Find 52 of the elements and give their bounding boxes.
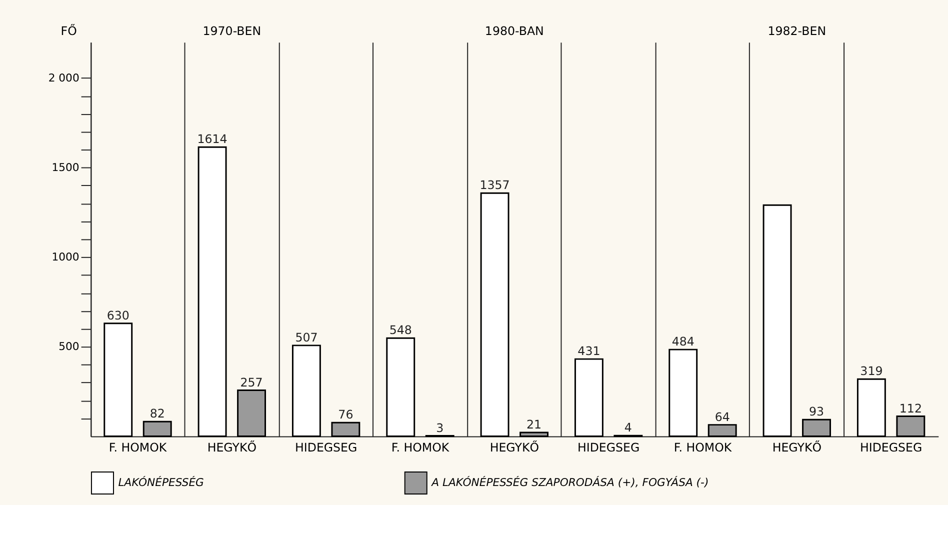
y-tick-label: 1000 [52, 250, 80, 264]
bar [142, 420, 172, 438]
data-label: 1357 [480, 178, 510, 192]
text: 1970-BEN [202, 24, 262, 38]
data-label: 3 [436, 420, 444, 435]
bar [386, 337, 416, 438]
bar [668, 348, 698, 438]
bar [896, 415, 926, 438]
text: 1980-BAN [484, 24, 544, 38]
data-label: 548 [389, 323, 412, 338]
data-label: 64 [714, 410, 730, 424]
x-tick-label: HIDEGSEG [577, 440, 640, 455]
data-label: 630 [106, 308, 130, 322]
bar [237, 390, 266, 438]
x-tick-label: HEGYKŐ [490, 440, 539, 455]
data-label: 82 [150, 406, 165, 421]
y-tick-label: 2 000 [48, 71, 80, 84]
x-tick-label: F. HOMOK [391, 440, 450, 455]
data-label: 76 [338, 408, 354, 422]
y-tick-label: 500 [58, 340, 80, 354]
bar [802, 418, 831, 438]
x-tick-label: HEGYKŐ [772, 440, 822, 455]
y-tick-label: 1500 [52, 160, 80, 174]
data-label: 431 [578, 344, 600, 358]
data-label: 112 [899, 401, 922, 416]
x-tick-label: F. HOMOK [108, 440, 167, 455]
data-label: 484 [672, 334, 694, 349]
y-axis-title: FŐ [60, 24, 77, 38]
bar [198, 146, 227, 438]
bar [104, 322, 133, 438]
text: 1982-BEN [768, 24, 826, 38]
bar [520, 432, 548, 438]
x-tick-label: HEGYKŐ [207, 440, 256, 455]
data-label: 21 [526, 418, 542, 432]
data-label: 1614 [197, 132, 228, 146]
bar [574, 358, 604, 438]
data-label: 507 [295, 330, 318, 345]
legend-label: LAKÓNÉPESSÉG [118, 474, 204, 489]
bar [480, 192, 510, 438]
data-label: 257 [240, 375, 263, 390]
bar [708, 424, 737, 438]
bar [856, 378, 886, 438]
legend-label: A LAKÓNÉPESSÉG SZAPORODÁSA (+), FOGYÁSA (-) [430, 474, 709, 489]
bar [331, 422, 360, 438]
x-tick-label: HIDEGSEG [860, 440, 922, 455]
data-label: 4 [624, 420, 632, 435]
data-label: 93 [809, 404, 824, 419]
bar [762, 204, 792, 438]
x-tick-label: F. HOMOK [674, 440, 732, 455]
data-label: 319 [860, 364, 883, 378]
x-tick-label: HIDEGSEG [294, 440, 358, 455]
bar [292, 344, 321, 438]
